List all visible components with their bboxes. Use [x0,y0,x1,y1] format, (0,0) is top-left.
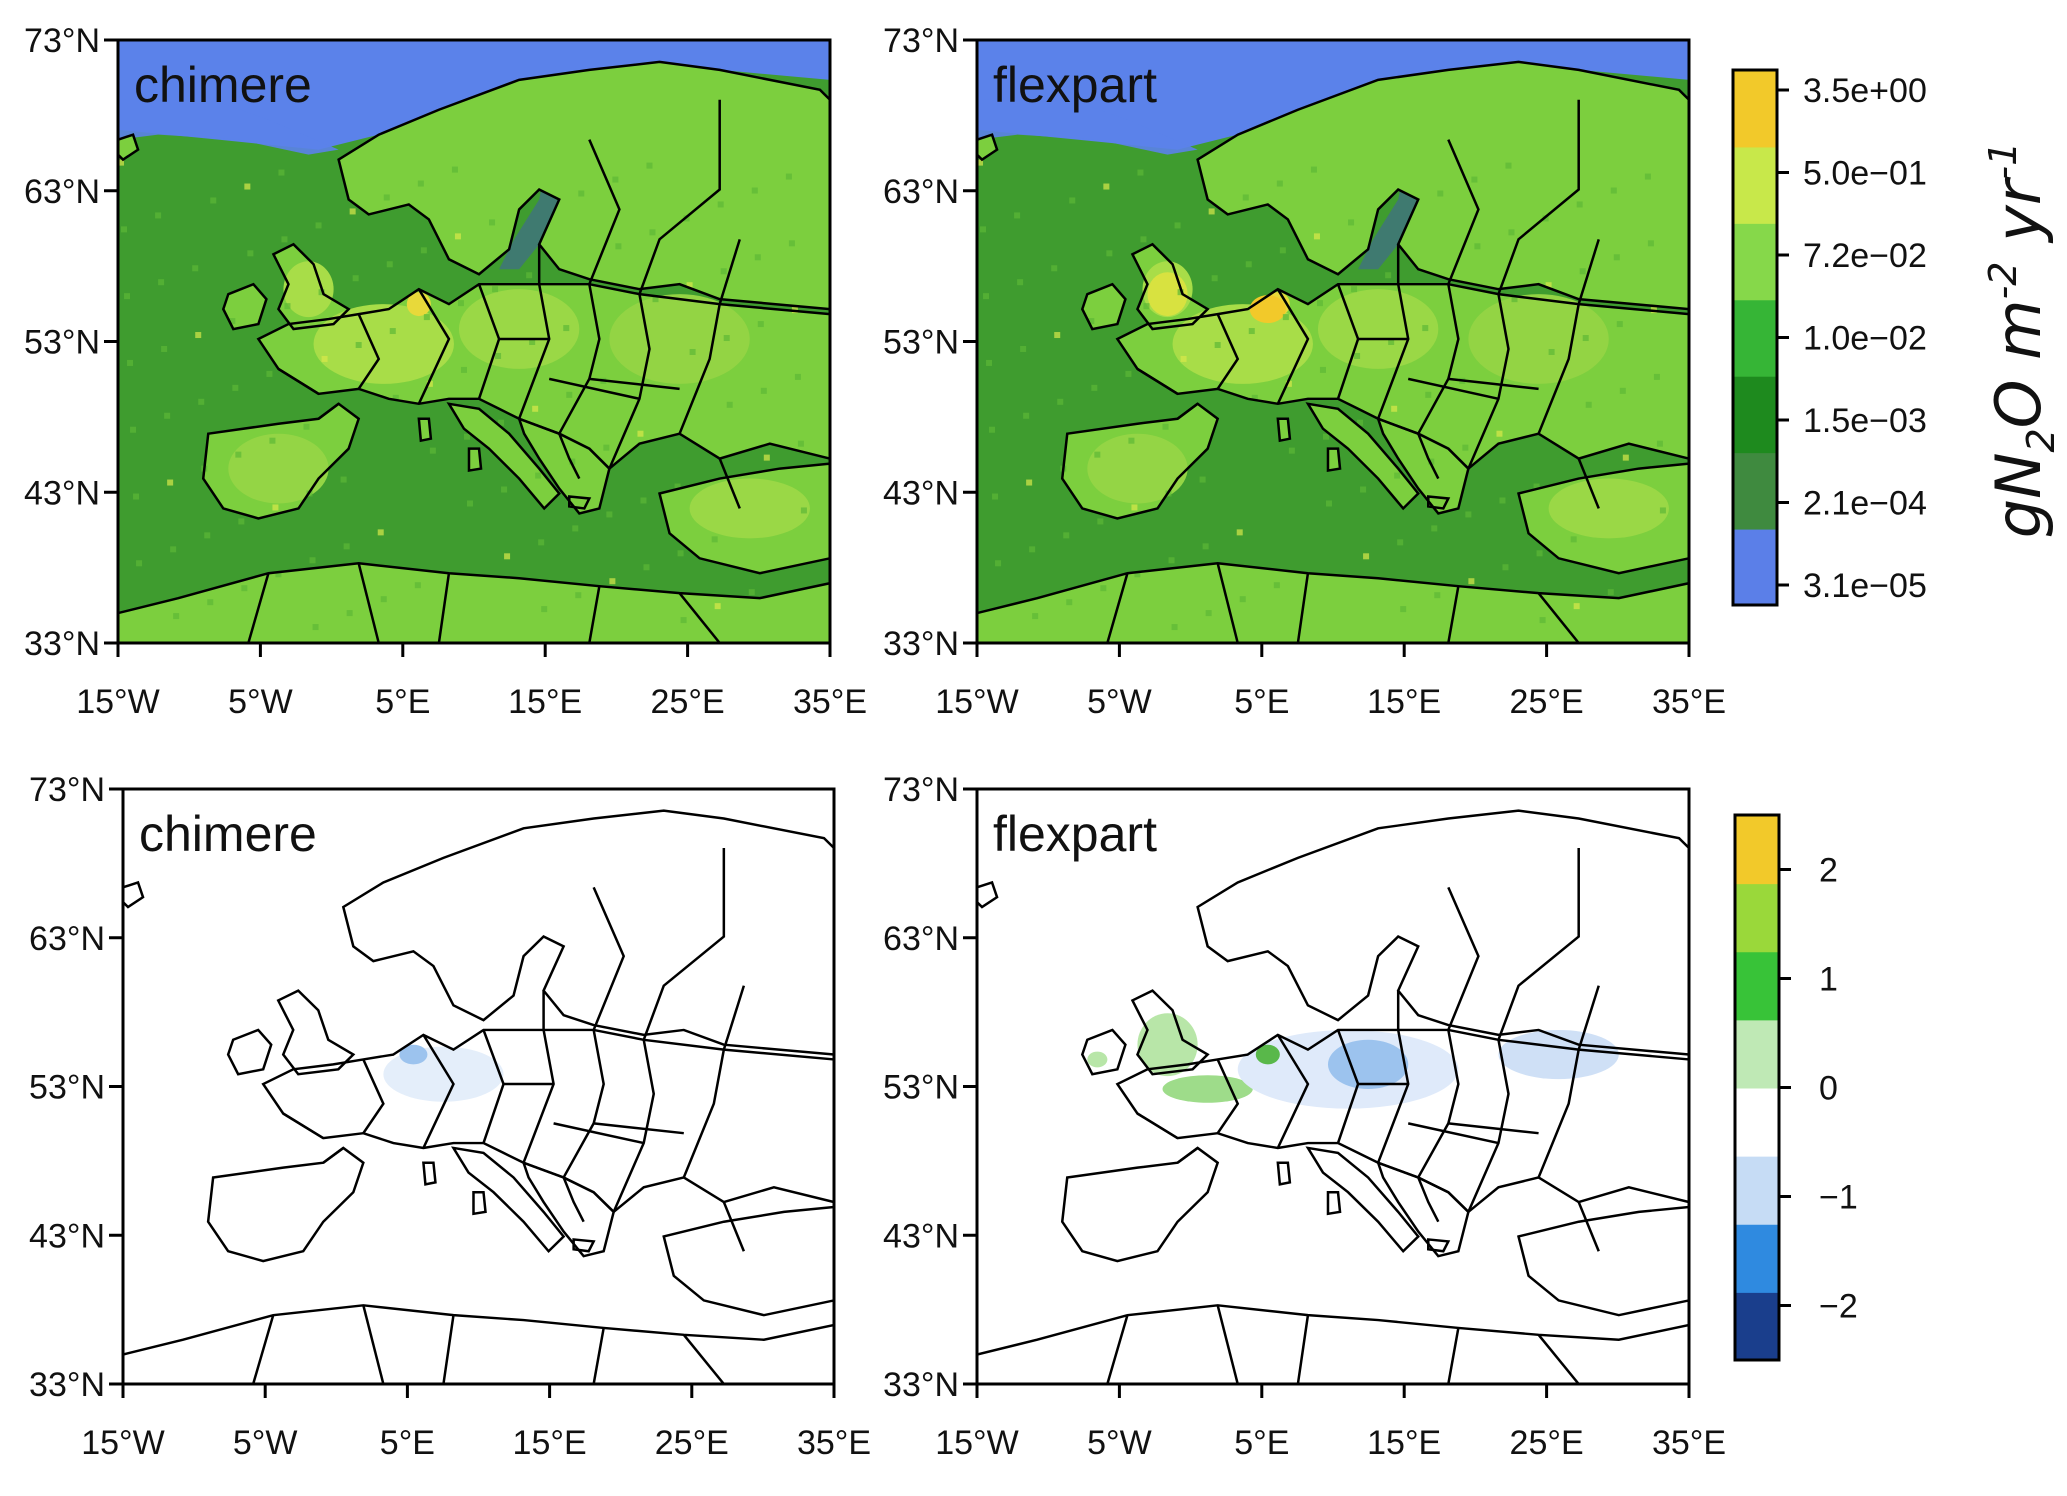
diff-region-uk [1137,1013,1198,1077]
colorbar-tick-label: 3.5e+00 [1803,72,1927,110]
colorbar-tick-label: 7.2e−02 [1803,237,1927,275]
colorbar-segment [1735,1019,1779,1089]
map-panel-flexpart-emissions: flexpart 73°N 63°N 53°N 43°N 33°N 15°W 5°W 5°E 15… [883,22,1726,721]
colorbar-tick-label: 2 [1819,852,1838,890]
colorbar-segment [1735,1223,1779,1293]
colorbar-difference: 2 1 0 −1 −2 [1733,813,1858,1362]
lon-tick-label: 15°W [76,683,160,721]
panel-title: chimere [134,57,312,113]
colorbar-segment [1735,815,1779,885]
lat-tick-label: 63°N [24,173,100,211]
colorbar-tick-label: 1.0e−02 [1803,320,1927,358]
lat-tick-label: 33°N [24,625,100,663]
lon-tick-label: 35°E [1652,683,1726,721]
lon-tick-label: 5°E [1234,683,1289,721]
lon-tick-label: 5°W [1087,683,1152,721]
lon-tick-label: 15°E [1367,683,1441,721]
lat-tick-label: 43°N [883,1217,959,1255]
lon-tick-label: 25°E [655,1424,729,1462]
colorbar-segment [1733,222,1777,301]
lon-tick-label: 35°E [1652,1424,1726,1462]
lon-tick-label: 15°E [513,1424,587,1462]
map-panel-flexpart-difference: flexpart 73°N 63°N 53°N 43°N 33°N 15°W 5°W 5°E 15… [883,771,1726,1462]
colorbar-tick-label: 5.0e−01 [1803,155,1927,193]
uk-hotspot [283,261,334,318]
colorbar-emissions: 3.5e+00 5.0e−01 7.2e−02 1.0e−02 1.5e−03 2.1e−… [1731,68,2063,607]
lon-tick-label: 15°W [935,1424,1019,1462]
lat-tick-label: 73°N [29,771,105,809]
lat-tick-label: 63°N [883,920,959,958]
colorbar-tick-label: 1 [1819,961,1838,999]
panel-title: flexpart [993,806,1157,862]
lon-tick-label: 35°E [797,1424,871,1462]
lat-tick-label: 63°N [883,173,959,211]
colorbar-segment [1735,1155,1779,1225]
colorbar-segment [1733,70,1777,148]
lat-tick-label: 73°N [24,22,100,60]
lat-tick-label: 43°N [29,1217,105,1255]
panel-title: chimere [139,806,317,862]
colorbar-tick-label: 0 [1819,1070,1838,1108]
lat-tick-label: 43°N [24,474,100,512]
colorbar-tick-label: −1 [1819,1179,1858,1217]
colorbar-segment [1733,452,1777,530]
lat-tick-label: 63°N [29,920,105,958]
colorbar-segment [1733,299,1777,377]
panels-layer: chimere 73°N 63°N 53°N 43°N 33°N 15°W 5°W 5°E 15°… [24,22,1726,1462]
lat-tick-label: 33°N [883,625,959,663]
colorbar-segment [1733,528,1777,606]
lon-tick-label: 15°W [81,1424,165,1462]
lon-tick-label: 5°W [1087,1424,1152,1462]
lat-tick-label: 73°N [883,771,959,809]
lat-tick-label: 53°N [883,1069,959,1107]
lat-tick-label: 43°N [883,474,959,512]
colorbar-segment [1733,375,1777,454]
colorbar-tick-label: 3.1e−05 [1803,567,1927,605]
lat-tick-label: 33°N [883,1366,959,1404]
map-panel-chimere-emissions: chimere 73°N 63°N 53°N 43°N 33°N 15°W 5°W 5°E 15°… [24,22,867,721]
lon-tick-label: 5°E [380,1424,435,1462]
lon-tick-label: 25°E [651,683,725,721]
lon-tick-label: 35°E [793,683,867,721]
panel-title: flexpart [993,57,1157,113]
colorbar-tick-label: −2 [1819,1288,1858,1326]
colorbar-segment [1735,883,1779,953]
colorbar-tick-label: 2.1e−04 [1803,485,1927,523]
lon-tick-label: 5°W [233,1424,298,1462]
lat-tick-label: 33°N [29,1366,105,1404]
colorbar-segment [1735,951,1779,1021]
colorbar-tick-label: 1.5e−03 [1803,402,1927,440]
lat-tick-label: 53°N [883,324,959,362]
lon-tick-label: 15°E [508,683,582,721]
lon-tick-label: 5°E [1234,1424,1289,1462]
lon-tick-label: 25°E [1510,683,1584,721]
colorbar-segment [1733,146,1777,224]
lon-tick-label: 15°E [1367,1424,1441,1462]
lat-tick-label: 53°N [24,324,100,362]
lon-tick-label: 15°W [935,683,1019,721]
lon-tick-label: 5°W [228,683,293,721]
lat-tick-label: 53°N [29,1069,105,1107]
colorbar-segment [1735,1087,1779,1157]
colorbar-segment [1735,1291,1779,1361]
lon-tick-label: 5°E [375,683,430,721]
map-panel-chimere-difference: chimere 73°N 63°N 53°N 43°N 33°N 15°W 5°W 5°E 15°… [29,771,871,1462]
lon-tick-label: 25°E [1510,1424,1584,1462]
colorbar-unit-label: gN2O m-2 yr-1 [1981,142,2063,539]
lat-tick-label: 73°N [883,22,959,60]
